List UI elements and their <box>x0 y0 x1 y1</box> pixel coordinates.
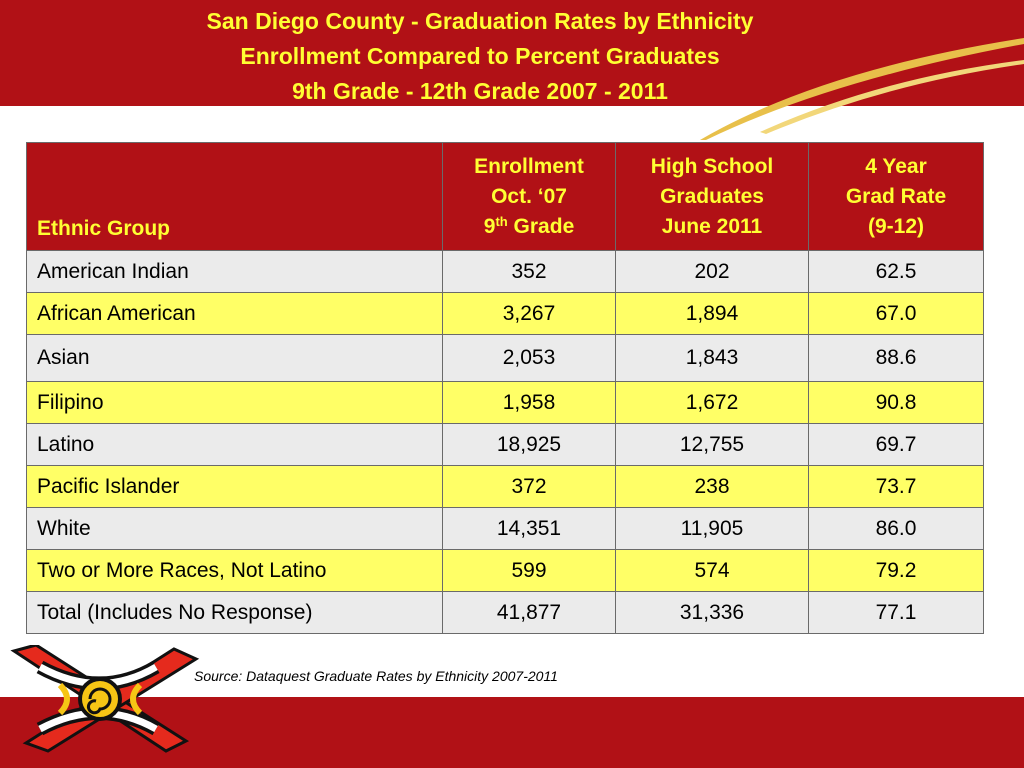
table-row: Pacific Islander 372 238 73.7 <box>26 465 984 508</box>
header-graduates-line2: Graduates <box>660 184 764 208</box>
cell-enrollment: 3,267 <box>442 292 616 335</box>
header-graduates: High School Graduates June 2011 <box>615 142 809 251</box>
table-row: Filipino 1,958 1,672 90.8 <box>26 381 984 424</box>
cell-graduates: 238 <box>615 465 809 508</box>
title-line-2: Enrollment Compared to Percent Graduates <box>240 43 720 69</box>
cell-graduates: 12,755 <box>615 423 809 466</box>
cell-group: Pacific Islander <box>26 465 443 508</box>
table-row: Total (Includes No Response) 41,877 31,3… <box>26 591 984 634</box>
header-enrollment: Enrollment Oct. ‘07 9th Grade <box>442 142 616 251</box>
cell-group: White <box>26 507 443 550</box>
header-graduates-line1: High School <box>650 154 774 178</box>
cell-graduates: 1,672 <box>615 381 809 424</box>
cell-group: African American <box>26 292 443 335</box>
cell-enrollment: 1,958 <box>442 381 616 424</box>
cell-graduates: 202 <box>615 250 809 293</box>
cell-graduates: 1,894 <box>615 292 809 335</box>
cell-group: Latino <box>26 423 443 466</box>
title-line-1: San Diego County - Graduation Rates by E… <box>206 8 754 34</box>
cell-enrollment: 41,877 <box>442 591 616 634</box>
aztec-knot-logo-icon <box>10 645 200 753</box>
cell-rate: 79.2 <box>808 549 984 592</box>
gold-swoosh-icon <box>700 38 1024 140</box>
cell-rate: 69.7 <box>808 423 984 466</box>
header-enrollment-line3-sup: th <box>495 213 508 229</box>
header-enrollment-line3-suffix: Grade <box>507 214 575 238</box>
header-enrollment-line3-prefix: 9 <box>483 214 496 238</box>
table-header-row: Ethnic Group Enrollment Oct. ‘07 9th Gra… <box>26 142 984 251</box>
table-row: American Indian 352 202 62.5 <box>26 250 984 293</box>
cell-enrollment: 372 <box>442 465 616 508</box>
cell-rate: 88.6 <box>808 334 984 382</box>
cell-group: Filipino <box>26 381 443 424</box>
header-grad-rate: 4 Year Grad Rate (9-12) <box>808 142 984 251</box>
cell-graduates: 31,336 <box>615 591 809 634</box>
table-row: Two or More Races, Not Latino 599 574 79… <box>26 549 984 592</box>
table-row: Asian 2,053 1,843 88.6 <box>26 334 984 382</box>
table-row: Latino 18,925 12,755 69.7 <box>26 423 984 466</box>
cell-enrollment: 599 <box>442 549 616 592</box>
cell-enrollment: 352 <box>442 250 616 293</box>
cell-graduates: 1,843 <box>615 334 809 382</box>
cell-rate: 67.0 <box>808 292 984 335</box>
cell-group: Asian <box>26 334 443 382</box>
header-enrollment-line2: Oct. ‘07 <box>491 184 567 208</box>
header-banner <box>0 0 1024 106</box>
cell-enrollment: 14,351 <box>442 507 616 550</box>
cell-group: American Indian <box>26 250 443 293</box>
cell-group: Total (Includes No Response) <box>26 591 443 634</box>
source-note: Source: Dataquest Graduate Rates by Ethn… <box>194 668 558 684</box>
cell-graduates: 574 <box>615 549 809 592</box>
cell-enrollment: 2,053 <box>442 334 616 382</box>
cell-enrollment: 18,925 <box>442 423 616 466</box>
cell-rate: 73.7 <box>808 465 984 508</box>
cell-rate: 90.8 <box>808 381 984 424</box>
header-grad-rate-line1: 4 Year <box>865 154 927 178</box>
cell-rate: 62.5 <box>808 250 984 293</box>
cell-graduates: 11,905 <box>615 507 809 550</box>
header-grad-rate-line3: (9-12) <box>867 214 925 238</box>
header-ethnic-group: Ethnic Group <box>26 142 443 251</box>
header-enrollment-line1: Enrollment <box>474 154 584 178</box>
cell-group: Two or More Races, Not Latino <box>26 549 443 592</box>
title-line-3: 9th Grade - 12th Grade 2007 - 2011 <box>292 78 668 104</box>
header-graduates-line3: June 2011 <box>661 214 763 238</box>
graduation-table: Ethnic Group Enrollment Oct. ‘07 9th Gra… <box>26 142 984 634</box>
cell-rate: 77.1 <box>808 591 984 634</box>
table-row: White 14,351 11,905 86.0 <box>26 507 984 550</box>
table-row: African American 3,267 1,894 67.0 <box>26 292 984 335</box>
header-grad-rate-line2: Grad Rate <box>845 184 947 208</box>
cell-rate: 86.0 <box>808 507 984 550</box>
